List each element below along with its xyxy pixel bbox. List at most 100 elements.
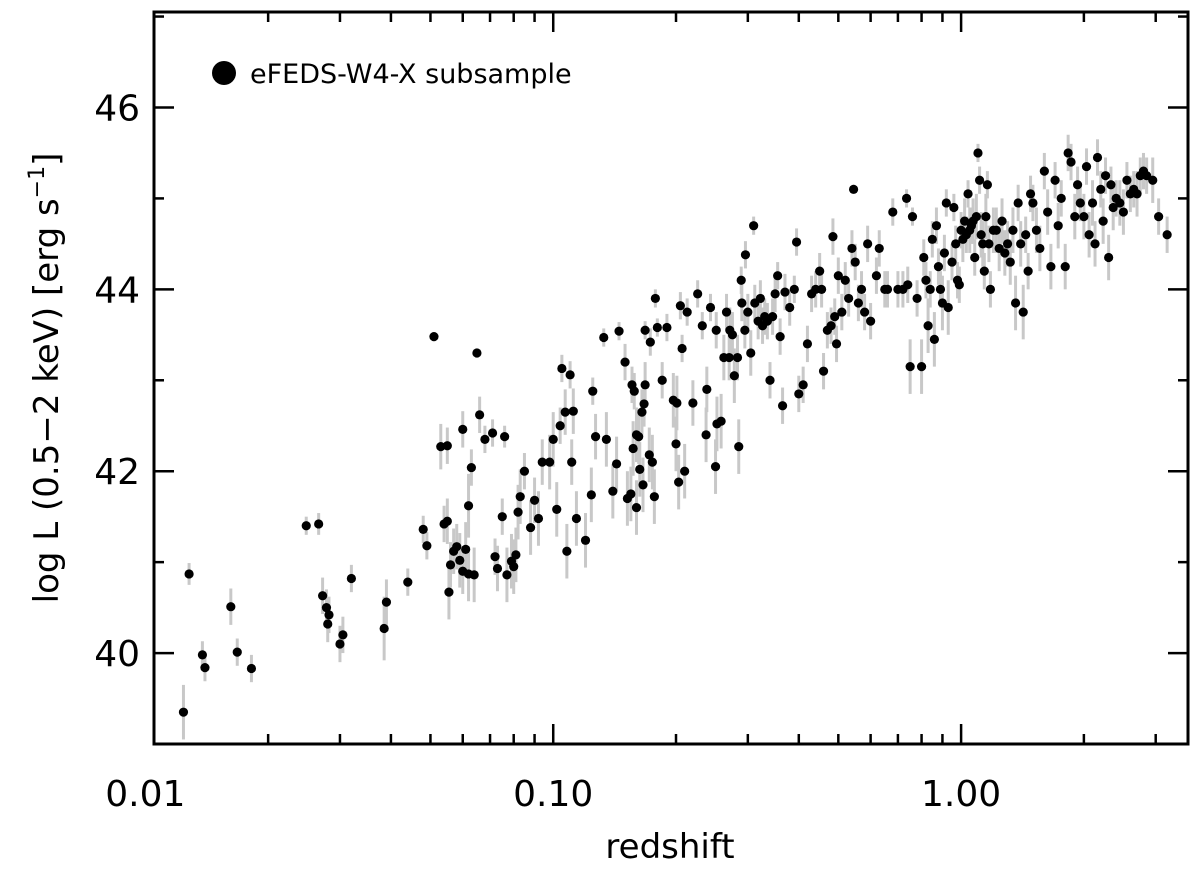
data-point [301,521,311,531]
data-point [338,630,348,640]
data-point [502,570,512,580]
legend-marker [212,61,236,85]
data-point [1000,248,1010,258]
data-point [418,524,428,535]
data-point [557,363,567,374]
data-point [982,180,992,190]
data-point [765,375,775,385]
data-point [837,307,847,317]
data-point [1106,180,1116,190]
data-point [775,332,785,342]
data-point [1148,175,1158,185]
data-point [1087,198,1098,208]
data-point [1039,166,1049,176]
data-point [321,603,332,613]
data-point [590,432,601,442]
data-point [773,271,783,281]
data-point [513,507,523,517]
data-point [1108,202,1118,213]
data-point [599,332,609,343]
x-tick-label: 0.10 [513,774,593,815]
data-point [672,398,682,408]
data-point [697,321,707,331]
data-point [1053,221,1063,231]
data-point [711,325,721,335]
y-tick-label: 46 [94,88,140,129]
data-point [939,248,949,258]
data-point [912,293,922,304]
data-point [497,512,507,522]
y-axis-label-superscript: −1 [25,166,50,198]
data-point [1031,225,1042,235]
data-point [318,591,328,601]
data-point [1002,239,1013,249]
data-point [984,239,994,249]
data-point [729,371,739,381]
data-point [840,275,850,285]
data-point [1050,175,1060,185]
data-point [1090,239,1100,249]
data-point [197,650,208,660]
data-point [567,457,577,467]
data-point [732,352,743,363]
data-point [777,401,788,411]
y-tick-label: 40 [94,634,140,675]
data-point [830,312,840,322]
data-point [403,577,413,587]
data-point [985,284,996,294]
data-point [472,348,482,358]
data-point [469,570,479,580]
data-point [949,202,959,213]
data-point [705,302,716,313]
data-point [675,301,685,311]
data-point [463,501,474,511]
data-point [1104,252,1114,263]
data-point [620,357,630,367]
data-point [701,430,711,440]
y-tick-label: 44 [94,270,140,311]
data-point [785,302,795,313]
data-point [487,428,498,438]
data-point [1162,230,1172,240]
data-point [740,250,751,260]
data-point [1008,225,1018,235]
data-point [442,516,452,526]
data-point [515,492,525,502]
data-point [943,302,953,313]
data-point [677,343,687,354]
data-point [533,513,544,524]
data-point [815,266,825,276]
data-point [452,542,462,552]
data-point [1035,243,1045,254]
x-tick-label: 1.00 [921,774,1001,815]
data-point [568,406,578,416]
data-point [644,450,654,460]
axis-ticks [154,12,1188,746]
data-point [647,457,657,467]
data-point [931,221,942,231]
data-point [1013,198,1023,208]
data-point [1028,198,1038,208]
data-point [637,407,647,417]
data-point [903,280,913,290]
data-point [379,623,389,634]
data-point [734,442,744,452]
data-point [919,252,929,263]
data-point [802,339,813,349]
data-point [1016,239,1026,249]
data-point [767,312,778,322]
data-point [565,370,575,380]
data-point [925,284,935,294]
data-point [638,480,648,490]
tick-labels: 40 42 44 46 0.01 0.10 1.00 [94,88,1001,815]
data-point [954,280,964,290]
data-point [500,432,510,442]
data-point [475,410,485,420]
data-point [702,384,712,394]
y-axis-label: log L (0.5−2 keV) [erg s−1] [25,153,67,604]
data-point [640,325,650,335]
data-point [571,513,582,524]
data-point [1018,307,1028,317]
data-point [826,321,836,331]
data-point [314,519,324,529]
